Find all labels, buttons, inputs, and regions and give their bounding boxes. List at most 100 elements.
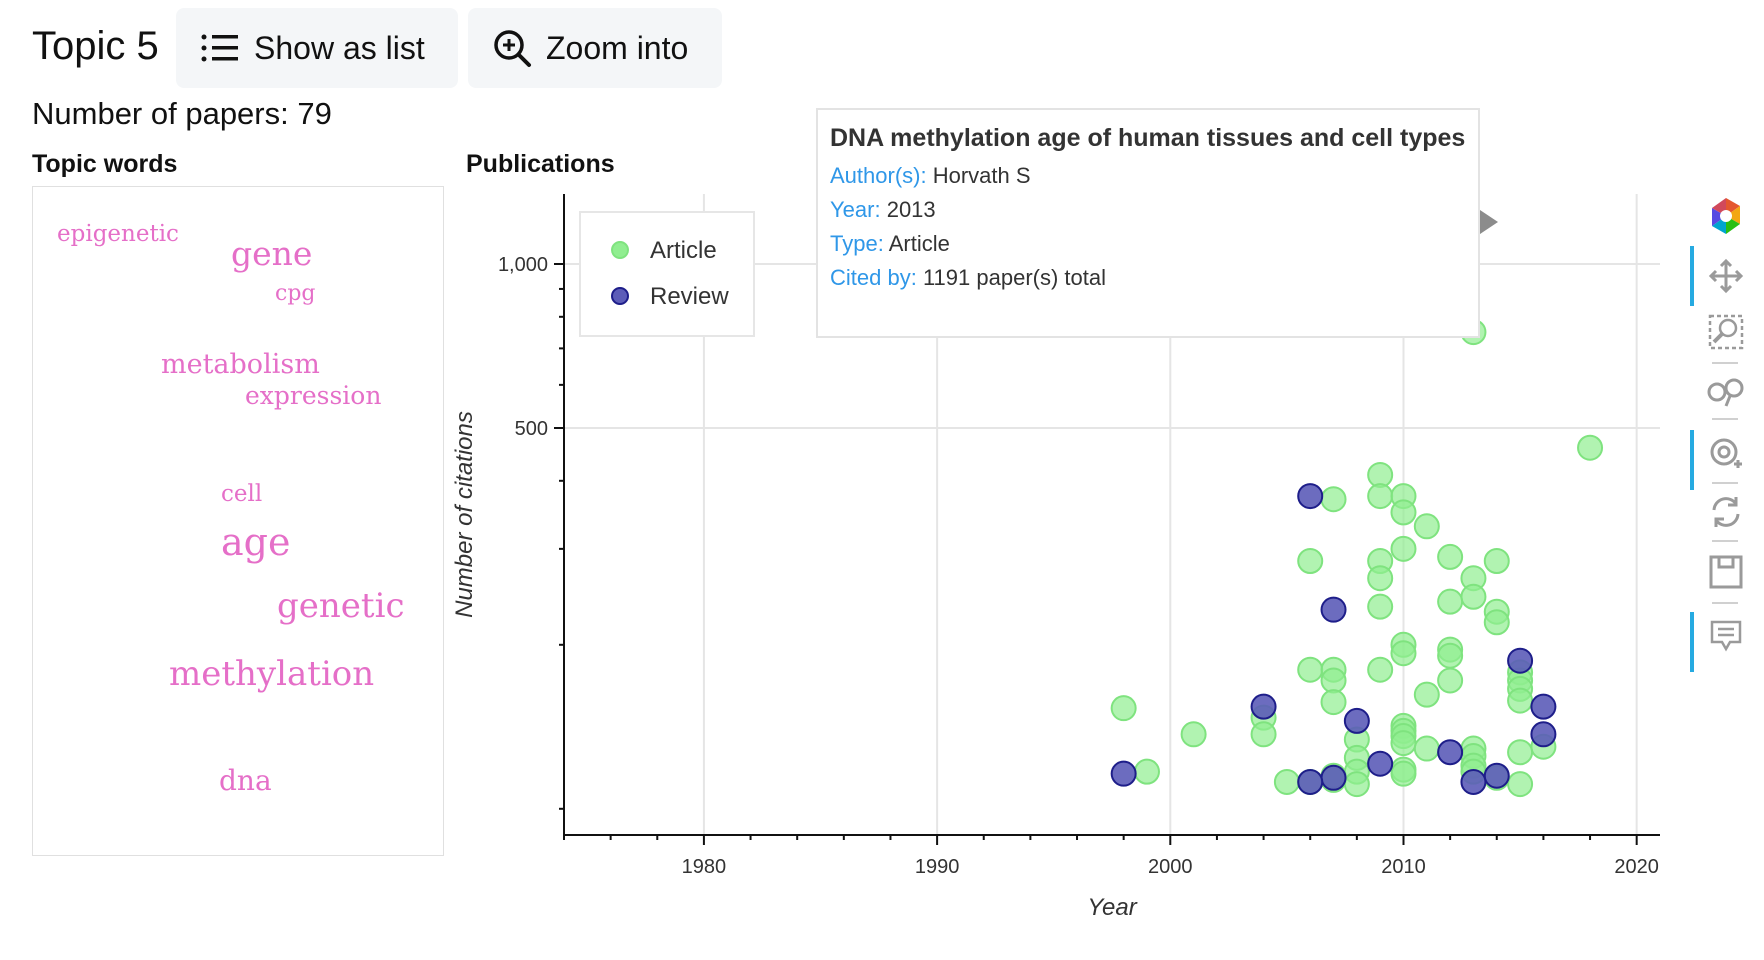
legend-label: Review [650, 283, 729, 310]
topic-word: dna [219, 764, 272, 797]
show-as-list-label: Show as list [254, 29, 425, 66]
article-point [1297, 547, 1324, 574]
zoom-in-icon [494, 30, 531, 67]
tooltip-type-value: Article [888, 231, 950, 256]
toolbar-divider [1712, 362, 1738, 364]
hover-tooltip: DNA methylation age of human tissues and… [816, 108, 1498, 338]
x-tick-label: 1990 [915, 856, 960, 878]
article-point [1507, 771, 1534, 798]
topic-word: expression [245, 381, 382, 410]
pan-active-indicator [1690, 246, 1694, 306]
topic-word: cpg [275, 281, 316, 306]
topic-word: genetic [277, 586, 405, 626]
article-point [1460, 583, 1487, 610]
article-point [1390, 499, 1417, 526]
save-icon[interactable] [1704, 550, 1748, 594]
article-point [1390, 730, 1417, 757]
paper-count: Number of papers: 79 [32, 96, 332, 131]
article-point [1413, 681, 1440, 708]
legend-label: Article [650, 237, 717, 264]
review-point [1297, 768, 1324, 795]
tooltip-author-value: Horvath S [932, 163, 1031, 188]
article-point [1250, 721, 1277, 748]
article-point [1390, 535, 1417, 562]
review-point [1320, 596, 1347, 623]
review-point [1530, 693, 1557, 720]
review-point [1110, 760, 1137, 787]
x-axis-label: Year [1087, 894, 1137, 921]
x-tick-label: 2020 [1614, 856, 1659, 878]
tooltip-cited-value: 1191 paper(s) total [922, 265, 1106, 290]
x-tick-label: 2010 [1381, 856, 1426, 878]
article-point [1390, 640, 1417, 667]
wheel-zoom-active-indicator [1690, 430, 1694, 490]
article-point [1110, 695, 1137, 722]
zoom-into-button[interactable]: Zoom into [468, 8, 722, 88]
hover-icon[interactable] [1704, 614, 1748, 658]
article-point [1437, 588, 1464, 615]
review-point [1460, 768, 1487, 795]
x-tick-label: 2000 [1148, 856, 1193, 878]
toolbar-divider [1712, 602, 1738, 604]
review-point [1507, 647, 1534, 674]
review-point [1437, 739, 1464, 766]
labels-layer: 1980 1990 2000 2010 2020 500 1,000 Year Number o… [451, 254, 1659, 921]
article-point [1483, 609, 1510, 636]
zoom-into-label: Zoom into [546, 29, 689, 66]
y-axis-label: Number of citations [451, 411, 478, 618]
wheel-zoom-icon[interactable] [1704, 432, 1748, 476]
article-point [1273, 768, 1300, 795]
toolbar-divider [1712, 540, 1738, 542]
article-point [1413, 735, 1440, 762]
page-title: Topic 5 [32, 24, 159, 68]
article-point [1320, 486, 1347, 513]
show-as-list-button[interactable]: Show as list [176, 8, 458, 88]
x-tick-label: 1980 [682, 856, 727, 878]
article-point [1577, 434, 1604, 461]
plot-toolbar [1690, 190, 1750, 672]
article-point [1437, 642, 1464, 669]
tooltip-type-row: Type: Article [830, 227, 1466, 261]
tooltip-pointer [1480, 210, 1498, 234]
review-point [1250, 693, 1277, 720]
article-point [1367, 483, 1394, 510]
bokeh-logo-icon[interactable] [1704, 194, 1748, 238]
word-cloud: epigenetic gene cpg metabolism expressio… [32, 186, 444, 856]
article-point [1297, 656, 1324, 683]
pan-icon[interactable] [1704, 254, 1748, 298]
article-point [1507, 739, 1534, 766]
legend-box [579, 211, 755, 337]
article-point [1320, 667, 1347, 694]
tooltip-year-value: 2013 [886, 197, 936, 222]
review-point [1297, 483, 1324, 510]
hover-active-indicator [1690, 612, 1694, 672]
article-point [1437, 543, 1464, 570]
review-point [1530, 721, 1557, 748]
article-point [1133, 758, 1160, 785]
tooltip-cited-key: Cited by: [830, 265, 917, 290]
article-point [1507, 687, 1534, 714]
tooltip-type-key: Type: [830, 231, 884, 256]
article-point [1343, 771, 1370, 798]
topic-words-label: Topic words [32, 150, 178, 178]
tooltip-author-row: Author(s): Horvath S [830, 159, 1466, 193]
topic-word: gene [231, 234, 313, 273]
article-point [1367, 565, 1394, 592]
article-point [1367, 656, 1394, 683]
topic-word: metabolism [161, 349, 320, 380]
tap-icon[interactable] [1704, 370, 1748, 414]
article-point [1367, 593, 1394, 620]
legend-marker [611, 287, 629, 305]
tooltip-year-row: Year: 2013 [830, 193, 1466, 227]
review-point [1343, 707, 1370, 734]
y-tick-label: 500 [515, 418, 548, 440]
review-point [1483, 762, 1510, 789]
tooltip-author-key: Author(s): [830, 163, 927, 188]
box-zoom-icon[interactable] [1704, 310, 1748, 354]
reset-icon[interactable] [1704, 490, 1748, 534]
article-point [1413, 513, 1440, 540]
chart-legend: Article Review [579, 211, 755, 337]
article-point [1483, 547, 1510, 574]
toolbar-divider [1712, 418, 1738, 420]
